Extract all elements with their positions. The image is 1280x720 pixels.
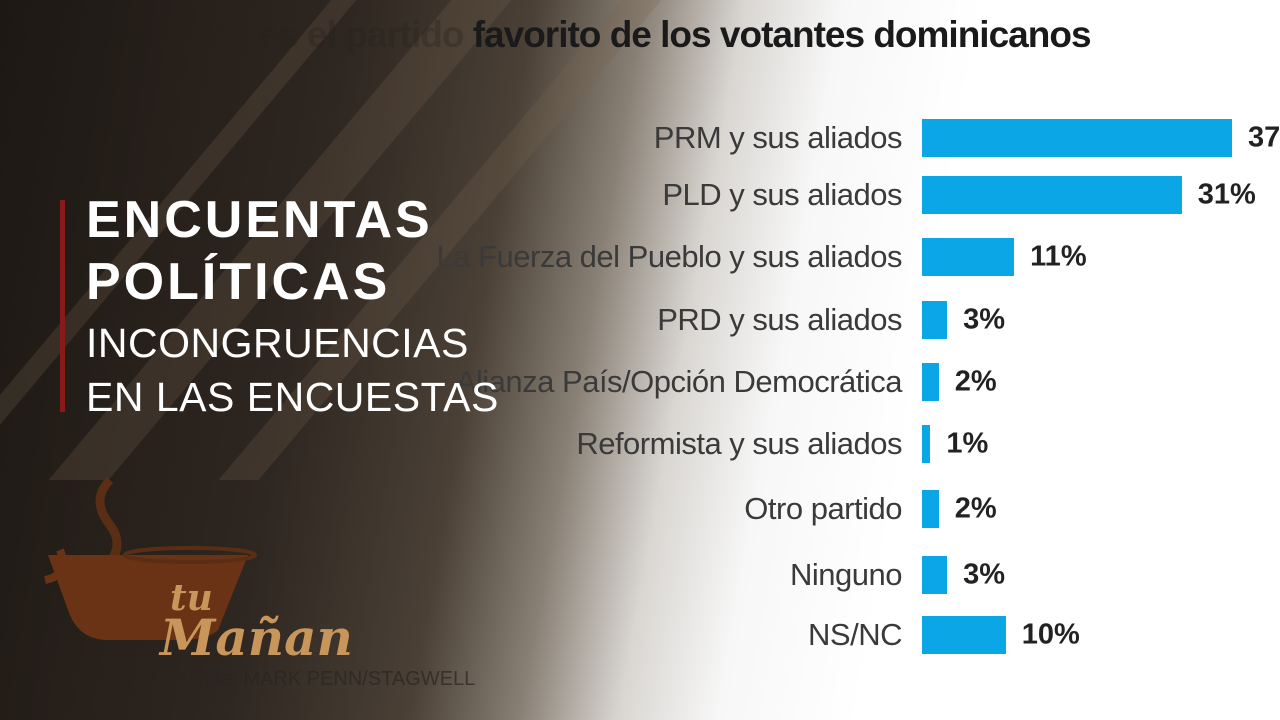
data-label: 11% xyxy=(1030,240,1087,273)
category-label: Otro partido xyxy=(744,491,902,526)
data-label: 37% xyxy=(1248,121,1280,154)
category-label: PRD y sus aliados xyxy=(657,302,902,337)
data-label: 10% xyxy=(1021,618,1080,651)
data-label: 2% xyxy=(954,492,997,525)
category-label: La Fuerza del Pueblo y sus aliados xyxy=(436,239,902,274)
bar xyxy=(922,556,948,594)
headline-line2: POLÍTICAS xyxy=(86,253,391,311)
bar xyxy=(922,238,1015,276)
chart-title: PRM es el partido favorito de los votant… xyxy=(170,14,1092,55)
subheadline-line2: EN LAS ENCUESTAS xyxy=(86,374,499,420)
category-label: Reformista y sus aliados xyxy=(576,426,902,461)
data-label: 3% xyxy=(963,558,1006,591)
category-label: Alianza País/Opción Democrática xyxy=(455,364,903,399)
data-label: 31% xyxy=(1197,178,1256,211)
category-label: NS/NC xyxy=(808,617,902,652)
data-label: 2% xyxy=(954,365,997,398)
bar xyxy=(922,363,939,401)
chart-source: Fuente: MARK PENN/STAGWELL xyxy=(170,668,476,690)
bar xyxy=(922,176,1182,214)
logo-text-manana: Mañana xyxy=(158,608,350,667)
bar xyxy=(922,490,939,528)
bar xyxy=(922,301,948,339)
data-label: 1% xyxy=(946,427,989,460)
logo-text-tu: tu xyxy=(170,577,213,619)
category-label: PRM y sus aliados xyxy=(653,120,903,155)
data-label: 3% xyxy=(963,303,1006,336)
subheadline-line1: INCONGRUENCIAS xyxy=(86,320,469,366)
category-label: Ninguno xyxy=(790,557,902,592)
bar xyxy=(922,616,1006,654)
coffee-cup-icon: tu Mañana xyxy=(43,476,385,667)
headline-line1: ENCUENTAS xyxy=(86,191,433,249)
category-label: PLD y sus aliados xyxy=(662,177,902,212)
accent-bar xyxy=(60,200,65,412)
tu-manana-logo: tu Mañana xyxy=(30,460,385,685)
bar xyxy=(922,425,931,463)
bar xyxy=(922,119,1232,157)
